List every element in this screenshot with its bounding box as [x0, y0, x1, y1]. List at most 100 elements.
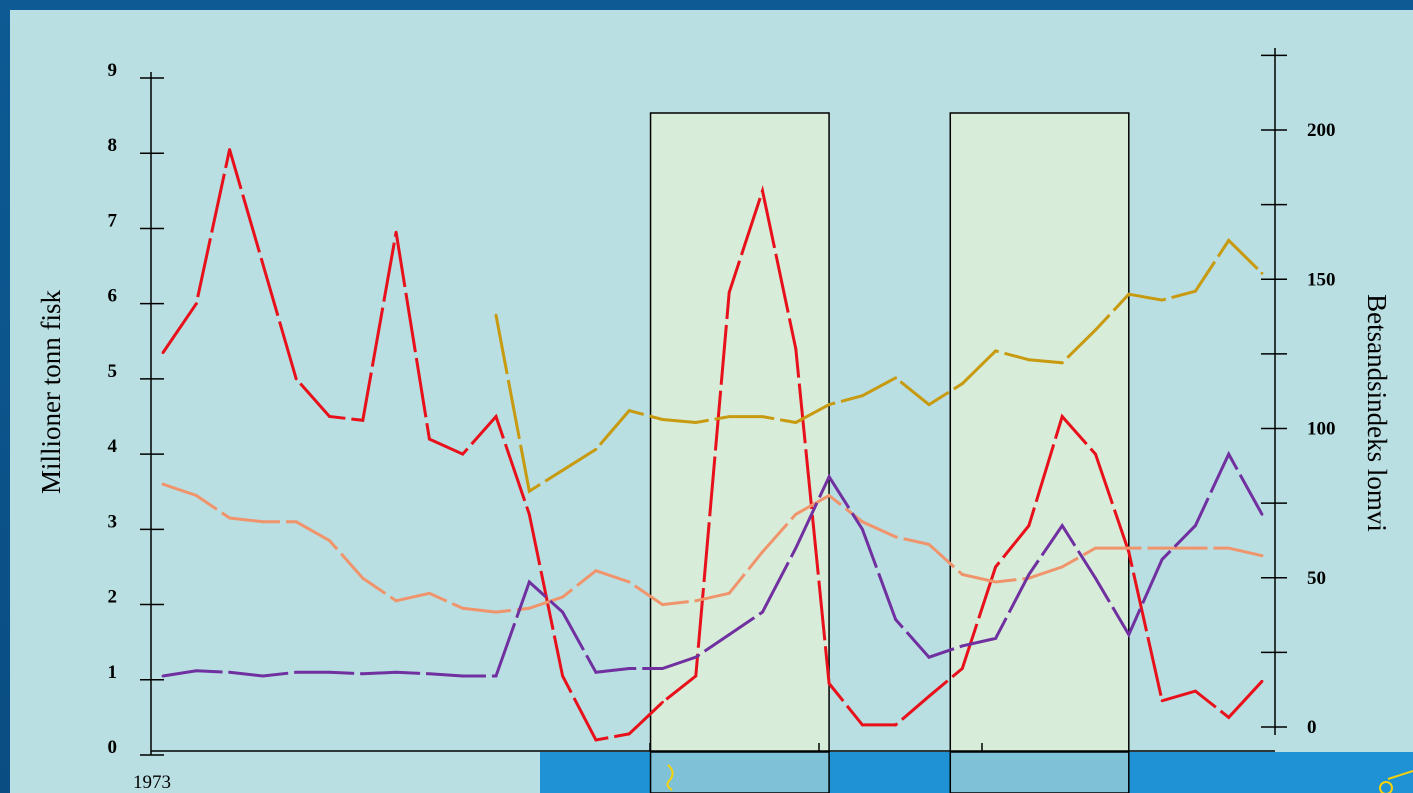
series-2-point — [561, 595, 564, 599]
series-2-point — [1227, 546, 1231, 550]
series-3-point — [1060, 524, 1064, 527]
series-4-point — [794, 421, 798, 424]
left-tick-label: 7 — [108, 210, 118, 231]
series-1-point — [494, 415, 498, 418]
series-2-point — [927, 543, 931, 546]
series-2-point — [228, 516, 232, 520]
series-4-point — [1127, 292, 1131, 296]
series-1-point — [1060, 415, 1064, 418]
tick-labels: 0 1 2 3 4 5 6 7 8 9 0 50 100 150 200 — [108, 54, 1336, 758]
series-2-point — [794, 512, 798, 516]
overlay-band-2 — [949, 751, 1130, 793]
series-4-point — [1027, 358, 1031, 362]
series-1-point — [761, 189, 764, 193]
series-1-point — [294, 377, 298, 381]
left-tick-label: 5 — [108, 361, 118, 382]
series-4-point — [727, 415, 731, 418]
series-1-point — [1027, 524, 1031, 527]
series-3-point — [794, 546, 798, 550]
left-tick-label: 6 — [108, 286, 118, 307]
series-1-point — [661, 700, 664, 704]
series-3-point — [827, 475, 831, 479]
series-2-point — [861, 520, 864, 524]
series-2-point — [661, 603, 664, 606]
series-2-point — [194, 494, 198, 497]
series-1-point — [1194, 689, 1197, 693]
series-3-point — [561, 610, 564, 614]
series-1-point — [994, 565, 997, 569]
series-3-point — [894, 618, 898, 621]
series-3-point — [394, 670, 398, 674]
series-3-point — [594, 670, 598, 674]
series-1-point — [1260, 679, 1264, 683]
series-2-point — [361, 576, 365, 580]
series-3-point — [428, 672, 431, 676]
left-tick-label: 3 — [108, 511, 118, 532]
series-1-point — [1127, 550, 1131, 554]
series-2-point — [960, 573, 964, 576]
series-1-point — [228, 148, 232, 151]
series-4-point — [694, 421, 698, 424]
left-tick-label: 1 — [108, 662, 118, 683]
series-3-point — [194, 669, 198, 673]
series-1-point — [328, 415, 331, 418]
series-3-point — [1194, 524, 1197, 527]
series-line-3 — [162, 450, 1264, 678]
series-2-point — [428, 591, 431, 595]
series-3-point — [494, 674, 498, 678]
axis-titles: Millioner tonn fisk Betsandsindeks lomvi… — [36, 290, 1392, 793]
left-tick-label: 9 — [108, 60, 118, 81]
series-2-point — [261, 520, 265, 524]
overlay-mark-3 — [666, 764, 674, 791]
x-start-label: 1973 — [133, 772, 171, 793]
bottom-overlay — [540, 751, 1413, 793]
axes — [150, 48, 1276, 755]
series-2-point — [1127, 546, 1131, 550]
series-4-point — [827, 403, 831, 406]
series-1-point — [1160, 699, 1164, 703]
series-2-point — [1260, 554, 1264, 558]
series-2-point — [1194, 546, 1197, 550]
series-lines — [161, 148, 1264, 742]
series-1-point — [960, 667, 964, 670]
highlight-band-2 — [949, 112, 1130, 793]
series-2-point — [161, 482, 165, 486]
series-1-point — [627, 732, 631, 736]
series-4-point — [627, 409, 631, 412]
series-1-point — [694, 674, 698, 678]
series-1-point — [827, 682, 831, 685]
series-4-point — [1060, 361, 1064, 365]
series-1-point — [461, 452, 465, 456]
series-1-point — [161, 351, 165, 354]
right-tick-label: 50 — [1307, 568, 1326, 589]
series-3-point — [228, 670, 232, 674]
series-2-point — [727, 591, 731, 595]
highlight-band-1 — [649, 112, 830, 793]
series-4-point — [594, 448, 598, 451]
series-2-point — [461, 606, 465, 610]
series-2-point — [594, 569, 598, 573]
series-4-point — [1160, 298, 1164, 302]
series-3-point — [1127, 633, 1131, 636]
series-1-point — [561, 674, 564, 678]
series-3-point — [1227, 452, 1231, 456]
series-2-point — [827, 494, 831, 497]
series-4-point — [861, 394, 864, 398]
series-4-point — [561, 468, 564, 472]
series-4-point — [1260, 271, 1264, 275]
right-tick-label: 150 — [1307, 269, 1336, 290]
y2-axis-title: Betsandsindeks lomvi — [1362, 294, 1392, 532]
series-3-point — [461, 674, 465, 678]
series-1-point — [1227, 716, 1231, 719]
series-4-point — [661, 418, 664, 421]
series-line-4 — [494, 238, 1264, 494]
series-3-point — [1094, 576, 1097, 580]
series-3-point — [1027, 573, 1031, 576]
y-axis-title: Millioner tonn fisk — [36, 290, 66, 494]
series-4-point — [494, 313, 498, 317]
series-2-point — [394, 599, 398, 603]
series-2-point — [527, 606, 531, 610]
left-tick-label: 0 — [108, 737, 118, 758]
series-3-point — [861, 527, 864, 531]
series-4-point — [894, 376, 898, 380]
